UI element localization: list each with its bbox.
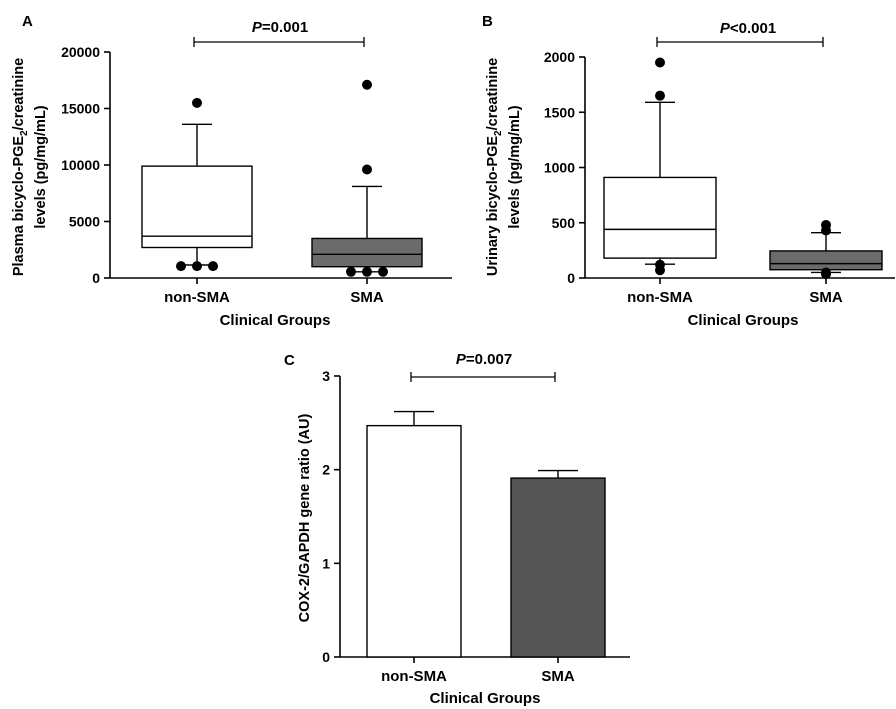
panel-a-outlier-point: [362, 266, 372, 277]
panel-a-letter: A: [22, 13, 33, 30]
panel-a: A Plasma bicyclo-PGE2/creatinine levels …: [11, 13, 452, 329]
panel-a-category-label: non-SMA: [164, 289, 230, 306]
panel-b-box: [769, 250, 883, 271]
panel-c-bar: [366, 424, 462, 658]
panel-a-y-tick-label: 5000: [69, 214, 100, 230]
panel-c-category-label: non-SMA: [381, 668, 447, 685]
panel-a-outlier-point: [208, 261, 218, 272]
panel-b-y-tick-label: 1000: [544, 160, 575, 176]
panel-b-y-tick-label: 0: [567, 270, 575, 286]
panel-a-box: [311, 237, 423, 268]
panel-c-y-tick-label: 1: [322, 555, 330, 571]
panel-c-bar: [510, 477, 606, 658]
panel-a-pvalue: P=0.001: [252, 19, 308, 36]
panel-a-outlier-point: [192, 97, 202, 108]
panel-a-y-tick-label: 10000: [61, 157, 100, 173]
panel-b-letter: B: [482, 13, 493, 30]
panel-b-y-tick-label: 500: [552, 215, 576, 231]
panel-b-ylabel-line2: levels (pg/mg/mL): [507, 105, 523, 228]
panel-a-y-tick-label: 20000: [61, 44, 100, 60]
panel-a-outlier-point: [362, 79, 372, 90]
panel-a-box: [141, 165, 253, 249]
panel-a-ylabel-line1: Plasma bicyclo-PGE2/creatinine: [11, 58, 30, 276]
panel-a-outlier-point: [346, 266, 356, 277]
panel-a-outlier-point: [192, 261, 202, 272]
panel-b-category-label: non-SMA: [627, 289, 693, 306]
panel-c-letter: C: [284, 352, 295, 369]
panel-c-category-label: SMA: [541, 668, 575, 685]
panel-b-outlier-point: [655, 259, 665, 270]
panel-a-outlier-point: [378, 266, 388, 277]
panel-c-ylabel: COX-2/GAPDH gene ratio (AU): [297, 414, 313, 623]
panel-b: B Urinary bicyclo-PGE2/creatinine levels…: [482, 13, 895, 329]
panel-c-y-tick-label: 0: [322, 649, 330, 665]
panel-a-y-tick-label: 15000: [61, 101, 100, 117]
panel-c-y-tick-label: 2: [322, 462, 330, 478]
panel-a-y-tick-label: 0: [92, 270, 100, 286]
panel-b-pvalue: P<0.001: [720, 20, 776, 37]
panel-a-ylabel-line2: levels (pg/mg/mL): [33, 105, 49, 228]
panel-b-category-label: SMA: [809, 289, 843, 306]
panel-a-outlier-point: [176, 261, 186, 272]
panel-a-category-label: SMA: [350, 289, 384, 306]
panel-b-outlier-point: [821, 267, 831, 278]
panel-b-ylabel-line1: Urinary bicyclo-PGE2/creatinine: [485, 58, 504, 276]
panel-b-y-tick-label: 2000: [544, 49, 575, 65]
panel-b-y-tick-label: 1500: [544, 104, 575, 120]
panel-c-xlabel: Clinical Groups: [430, 690, 541, 707]
panel-b-box: [603, 176, 717, 259]
panel-c: C COX-2/GAPDH gene ratio (AU) Clinical G…: [284, 351, 630, 707]
panel-a-outlier-point: [362, 164, 372, 175]
panel-b-outlier-point: [821, 219, 831, 230]
panel-b-xlabel: Clinical Groups: [688, 312, 799, 329]
panel-b-outlier-point: [655, 90, 665, 101]
panel-c-pvalue: P=0.007: [456, 351, 512, 368]
panel-b-outlier-point: [655, 57, 665, 68]
panel-a-xlabel: Clinical Groups: [220, 312, 331, 329]
panel-c-y-tick-label: 3: [322, 368, 330, 384]
